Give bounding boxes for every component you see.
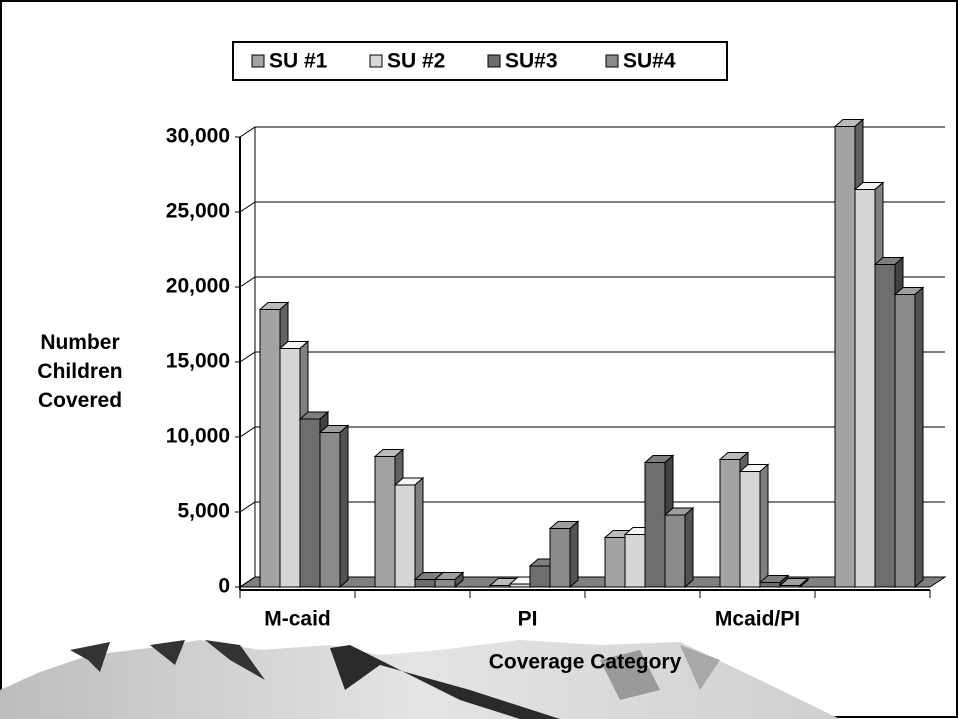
bar	[395, 478, 423, 587]
bar-front	[300, 419, 320, 587]
bar-side	[340, 426, 348, 588]
legend-swatch	[606, 55, 618, 67]
bar-front	[550, 529, 570, 588]
legend-swatch	[370, 55, 382, 67]
bar	[665, 508, 693, 587]
legend-label: SU#4	[623, 50, 676, 73]
x-tick-label: Mcaid/PI	[715, 608, 800, 631]
bar-front	[435, 580, 455, 588]
y-tick-label: 15,000	[166, 350, 230, 373]
bar-front	[530, 566, 550, 587]
bar-front	[875, 265, 895, 588]
x-tick-label: M-caid	[264, 608, 331, 631]
bar-front	[625, 535, 645, 588]
chart: Coverage Category 0 5,000 10,000 15,000 20,0…	[0, 0, 959, 719]
y-tick-label: 20,000	[166, 275, 230, 298]
frame	[1, 1, 957, 717]
bar	[740, 465, 768, 588]
bar-front	[320, 433, 340, 588]
bar-front	[720, 460, 740, 588]
bar-front	[395, 485, 415, 587]
bar-front	[665, 515, 685, 587]
legend-swatch	[252, 55, 264, 67]
legend-label: SU #1	[269, 50, 328, 73]
y-tick-label: 30,000	[166, 125, 230, 148]
bar-front	[280, 349, 300, 588]
bar-side	[760, 465, 768, 588]
bar-side	[915, 288, 923, 588]
plot-area: 0 5,000 10,000 15,000 20,000 25,000 30,000 M-ca…	[166, 120, 945, 631]
legend-swatch	[488, 55, 500, 67]
bar-side	[415, 478, 423, 587]
bar	[320, 426, 348, 588]
bar-front	[375, 457, 395, 588]
bar-front	[855, 190, 875, 588]
mountains	[0, 640, 840, 719]
y-tick-label: 0	[218, 575, 230, 598]
bar	[550, 522, 578, 588]
bar-front	[740, 472, 760, 588]
y-tick-label: 25,000	[166, 200, 230, 223]
bar-front	[760, 583, 780, 588]
bar-side	[570, 522, 578, 588]
y-tick-label: 5,000	[177, 500, 230, 523]
x-tick-label: PI	[518, 608, 538, 631]
bar-front	[835, 127, 855, 588]
bar-front	[260, 310, 280, 588]
legend-label: SU #2	[387, 50, 445, 73]
bar-front	[415, 580, 435, 588]
bar	[895, 288, 923, 588]
y-axis-title: Number Children Covered	[20, 328, 140, 415]
legend-label: SU#3	[505, 50, 558, 73]
bar-front	[605, 538, 625, 588]
bar-front	[645, 463, 665, 588]
x-axis-title: Coverage Category	[489, 651, 682, 674]
bar-side	[685, 508, 693, 587]
y-tick-label: 10,000	[166, 425, 230, 448]
bar-front	[895, 295, 915, 588]
page: Coverage Category 0 5,000 10,000 15,000 20,0…	[0, 0, 959, 719]
